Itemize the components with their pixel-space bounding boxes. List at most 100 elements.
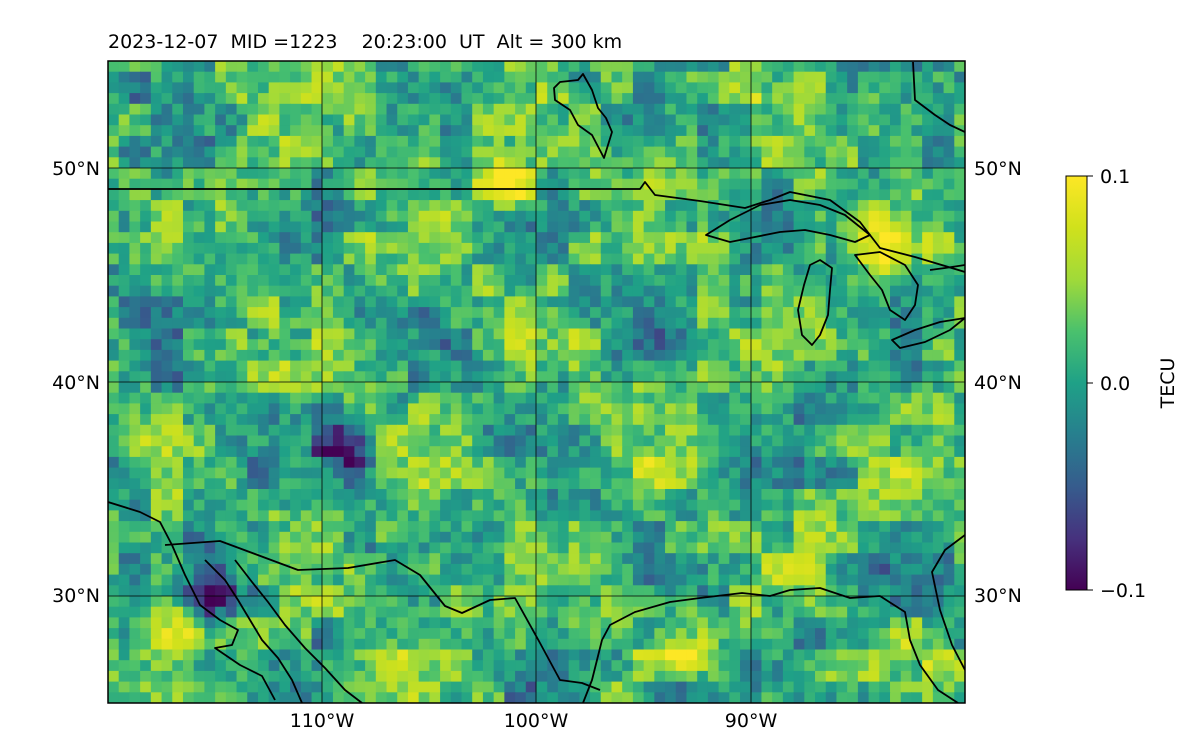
tec-cell (622, 125, 634, 137)
tec-cell (932, 649, 945, 661)
tec-cell (525, 232, 538, 244)
tec-cell (108, 264, 120, 276)
tec-cell (568, 349, 580, 362)
tec-cell (418, 328, 430, 340)
tec-cell (697, 82, 709, 94)
tec-cell (740, 339, 752, 351)
tec-cell (515, 146, 527, 158)
tec-cell (547, 285, 559, 297)
tec-cell (215, 456, 227, 469)
tec-cell (472, 296, 484, 308)
tec-cell (632, 531, 645, 544)
tec-cell (890, 574, 902, 586)
tec-cell (193, 71, 206, 83)
tec-cell (129, 189, 141, 201)
tec-cell (290, 510, 302, 522)
tec-cell (172, 232, 184, 244)
tec-cell (600, 189, 613, 201)
tec-cell (772, 574, 784, 586)
tec-cell (257, 114, 270, 126)
tec-cell (472, 681, 484, 693)
tec-cell (922, 467, 934, 479)
tec-cell (397, 61, 409, 73)
tec-cell (515, 403, 527, 415)
tec-cell (836, 638, 848, 651)
tec-cell (482, 585, 495, 597)
tec-cell (772, 264, 784, 276)
tec-cell (450, 628, 463, 640)
tec-cell (215, 317, 227, 330)
tec-cell (525, 114, 538, 126)
tec-cell (279, 146, 291, 158)
tec-cell (686, 553, 698, 565)
tec-cell (932, 531, 945, 544)
tec-cell (257, 382, 270, 394)
tec-cell (482, 221, 495, 233)
tec-cell (204, 253, 216, 265)
tec-cell (643, 178, 655, 190)
tec-cell (343, 617, 355, 629)
tec-cell (182, 521, 195, 533)
tec-cell (257, 446, 270, 458)
tec-cell (707, 339, 720, 351)
tec-cell (890, 467, 902, 479)
tec-cell (815, 392, 827, 404)
tec-cell (665, 649, 677, 661)
tec-cell (857, 146, 870, 158)
tec-cell (815, 285, 827, 297)
tec-cell (718, 692, 730, 703)
tec-cell (890, 200, 902, 212)
tec-cell (890, 296, 902, 308)
tec-cell (825, 435, 838, 447)
tec-cell (654, 114, 666, 126)
tec-cell (611, 349, 623, 362)
tec-cell (718, 114, 730, 126)
tec-cell (665, 382, 677, 394)
tec-cell (440, 435, 452, 447)
tec-cell (407, 317, 420, 330)
tec-cell (782, 103, 795, 116)
tec-cell (108, 403, 120, 415)
tec-cell (857, 478, 870, 490)
tec-cell (804, 403, 816, 415)
tec-cell (900, 264, 913, 276)
tec-cell (279, 135, 291, 148)
tec-cell (108, 617, 120, 629)
tec-cell (932, 210, 945, 223)
tec-cell (461, 382, 473, 394)
tec-cell (707, 125, 720, 137)
tec-cell (504, 178, 516, 190)
tec-cell (922, 242, 934, 255)
tec-cell (161, 553, 173, 565)
tec-cell (118, 628, 131, 640)
tec-cell (675, 221, 688, 233)
tec-cell (825, 510, 838, 522)
tec-cell (547, 414, 559, 426)
tec-cell (257, 178, 270, 190)
tec-cell (922, 392, 934, 404)
tec-cell (579, 531, 591, 544)
tec-cell (193, 189, 206, 201)
tec-cell (397, 114, 409, 126)
tec-cell (322, 178, 334, 190)
tec-cell (482, 146, 495, 158)
tec-cell (654, 61, 666, 73)
tec-cell (675, 670, 688, 683)
tec-cell (279, 71, 291, 83)
tec-cell (547, 563, 559, 576)
tec-cell (365, 114, 377, 126)
tec-cell (761, 82, 773, 94)
tec-cell (890, 692, 902, 703)
tec-cell (547, 638, 559, 651)
tec-cell (140, 371, 152, 383)
tec-cell (182, 510, 195, 522)
tec-cell (568, 456, 580, 469)
tec-cell (140, 242, 152, 255)
tec-cell (547, 125, 559, 137)
tec-cell (868, 317, 880, 330)
tec-cell (611, 510, 623, 522)
tec-cell (836, 521, 848, 533)
tec-cell (547, 499, 559, 511)
tec-cell (857, 285, 870, 297)
tec-cell (557, 307, 570, 319)
